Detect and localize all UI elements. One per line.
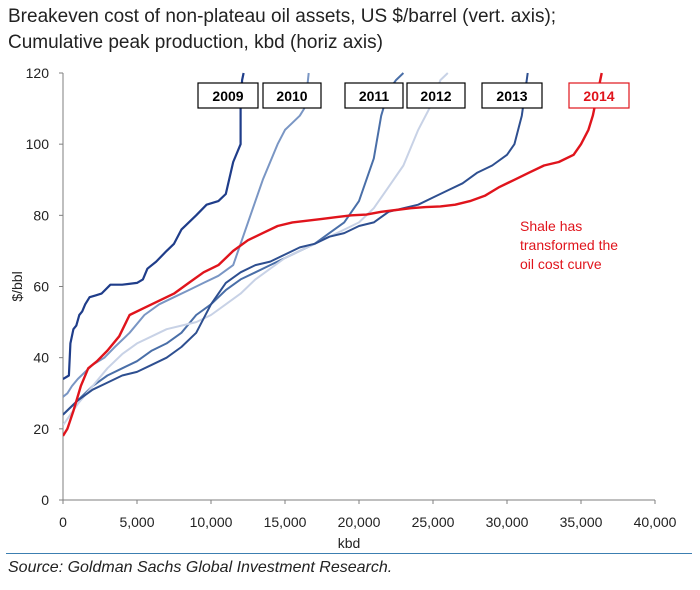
annotation-line: Shale has [520,218,582,234]
legend-label-2009: 2009 [212,88,243,104]
legend-label-2013: 2013 [496,88,527,104]
y-tick-label: 120 [26,65,50,81]
series-line-2009 [63,72,245,380]
legend-label-2010: 2010 [276,88,307,104]
legend-label-2012: 2012 [420,88,451,104]
x-tick-label: 10,000 [190,514,233,530]
footer-divider [6,553,692,554]
x-tick-label: 30,000 [486,514,529,530]
legend-box-2010 [262,82,322,109]
legend-label-2011: 2011 [359,88,390,104]
y-tick-label: 100 [26,136,50,152]
y-tick-label: 40 [33,350,49,366]
x-tick-label: 20,000 [338,514,381,530]
cost-curve-chart: 0 20 40 60 80 100 120 0 5,000 10,000 15,000 20,000 2… [9,65,677,551]
x-tick-label: 5,000 [119,514,154,530]
legend-box-2011 [344,82,404,109]
legend-box-2014 [568,82,630,109]
title-line-2: Cumulative peak production, kbd (horiz a… [8,32,383,53]
legend-box-2013 [481,82,543,109]
series-line-2010 [63,72,310,398]
y-axis-label: $/bbl [9,271,25,301]
series-line-2013 [63,72,529,416]
y-tick-label: 20 [33,421,49,437]
series-line-2011 [63,72,405,416]
x-tick-label: 15,000 [264,514,307,530]
annotation-line: oil cost curve [520,256,602,272]
source-note: Source: Goldman Sachs Global Investment … [8,559,393,576]
series-line-2014 [63,72,603,437]
y-tick-label: 0 [41,492,49,508]
title-line-1: Breakeven cost of non-plateau oil assets… [8,6,557,27]
series-line-2012 [63,72,449,426]
y-tick-label: 80 [33,207,49,223]
legend-label-2014: 2014 [583,88,614,104]
x-axis-label: kbd [338,535,361,551]
x-tick-label: 0 [59,514,67,530]
x-tick-label: 25,000 [412,514,455,530]
legend-box-2009 [197,82,259,109]
chart-title: Breakeven cost of non-plateau oil assets… [8,4,688,56]
legend-box-2012 [406,82,466,109]
x-tick-label: 35,000 [560,514,603,530]
y-tick-label: 60 [33,279,49,295]
annotation-line: transformed the [520,237,618,253]
x-tick-label: 40,000 [634,514,677,530]
